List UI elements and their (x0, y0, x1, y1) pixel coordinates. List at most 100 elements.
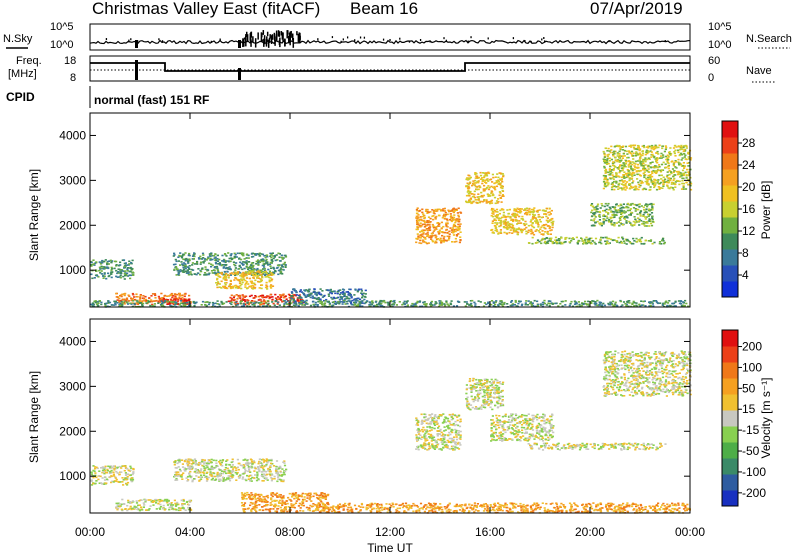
power-cell (182, 262, 186, 264)
power-cell (266, 304, 269, 307)
power-cell (448, 235, 451, 238)
power-cell (536, 223, 539, 225)
power-cell (515, 210, 518, 213)
velocity-cell (103, 479, 107, 481)
power-cell (563, 241, 566, 244)
power-cell (217, 275, 220, 277)
power-cell (469, 197, 472, 200)
power-cell (321, 301, 324, 303)
power-cell (552, 220, 555, 223)
power-cell (229, 254, 233, 257)
power-cell (544, 241, 547, 243)
power-cell (491, 191, 494, 193)
power-cell (345, 297, 348, 300)
power-cell (457, 214, 460, 217)
power-cell (652, 169, 655, 172)
power-cell (351, 303, 354, 306)
power-cell (271, 298, 274, 301)
velocity-cell (94, 467, 97, 470)
nsearch-dot (359, 36, 362, 39)
power-cell (568, 241, 571, 243)
power-cell (564, 238, 567, 240)
power-cell (640, 300, 643, 302)
power-cell (345, 300, 349, 303)
power-cell (662, 185, 665, 187)
power-cell (680, 153, 684, 156)
power-cell (657, 179, 660, 181)
power-cell (271, 278, 274, 281)
power-cell (658, 166, 661, 168)
power-cell (457, 233, 460, 235)
nsearch-dot (608, 40, 610, 43)
power-cell (646, 169, 649, 172)
power-cell (172, 295, 175, 297)
power-cell (665, 175, 669, 178)
power-cell (114, 302, 117, 305)
power-cell (224, 286, 227, 288)
power-cell (344, 303, 347, 305)
power-cell (142, 302, 145, 305)
power-cell (604, 183, 607, 185)
power-cell (677, 151, 680, 154)
power-cell (250, 300, 253, 303)
power-cell (476, 180, 479, 183)
power-cell (482, 200, 486, 202)
power-cell (429, 229, 432, 231)
power-cell (246, 301, 249, 304)
velocity-cell (109, 465, 112, 467)
power-cell (434, 236, 437, 239)
power-cell (125, 274, 128, 277)
power-cell (623, 210, 626, 212)
power-cell (624, 162, 628, 165)
power-cell (668, 304, 671, 307)
power-cell (128, 300, 131, 302)
power-cell (491, 181, 494, 183)
power-cell (216, 267, 219, 270)
power-cell (626, 153, 629, 155)
power-cell (677, 300, 681, 302)
power-cell (268, 297, 271, 300)
power-cell (613, 239, 616, 241)
power-cell (445, 300, 448, 302)
power-cell (416, 223, 419, 226)
nsky-spike (288, 32, 291, 41)
power-cell (240, 252, 244, 254)
power-cell (249, 270, 252, 272)
power-cell (203, 260, 206, 262)
power-cell (670, 172, 673, 175)
power-cell (608, 150, 611, 152)
power-cell (508, 231, 511, 234)
power-cell (670, 183, 673, 185)
power-cell (544, 231, 547, 233)
power-cell (571, 305, 574, 308)
power-cbar-tick-label: 8 (742, 246, 749, 260)
power-cell (467, 190, 470, 192)
power-cell (663, 181, 666, 183)
power-cell (474, 185, 477, 188)
power-cell (257, 270, 260, 272)
power-cell (438, 300, 441, 302)
power-cell (242, 271, 245, 274)
freq-trace (90, 62, 690, 72)
power-cell (506, 228, 509, 231)
power-cell (626, 169, 629, 171)
power-cell (524, 213, 527, 215)
power-cell (604, 243, 608, 245)
power-cell (426, 229, 430, 232)
velocity-cell (112, 473, 115, 476)
power-cell (199, 269, 202, 272)
power-cell (455, 235, 459, 237)
power-cell (481, 180, 484, 182)
power-cell (452, 219, 455, 221)
power-cell (603, 177, 606, 179)
power-cell (260, 269, 263, 272)
power-cell (466, 182, 469, 185)
power-cell (619, 147, 622, 150)
power-cell (469, 198, 472, 201)
power-cell (591, 240, 594, 242)
power-cell (218, 286, 221, 288)
power-cell (405, 300, 408, 303)
power-cell (458, 225, 461, 227)
power-cell (243, 258, 246, 260)
power-cell (241, 268, 244, 271)
